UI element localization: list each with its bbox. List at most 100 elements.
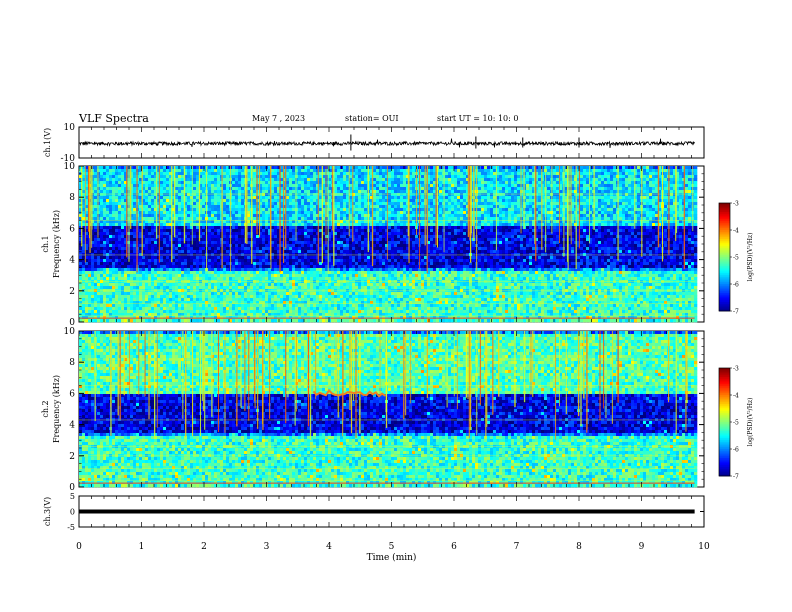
spectrogram-cell bbox=[646, 190, 649, 193]
spectrogram-cell bbox=[445, 202, 448, 205]
spectrogram-cell bbox=[223, 169, 226, 172]
spectrogram-cell bbox=[430, 202, 433, 205]
spectrogram-cell bbox=[343, 208, 346, 211]
spectrogram-cell bbox=[631, 208, 634, 211]
spectrogram-cell bbox=[457, 208, 460, 211]
spectrogram-cell bbox=[178, 181, 181, 184]
spectrogram-cell bbox=[214, 181, 217, 184]
spectrogram-cell bbox=[304, 196, 307, 199]
spectrogram-cell bbox=[397, 187, 400, 190]
spectrogram-cell bbox=[295, 187, 298, 190]
spectrogram-cell bbox=[109, 196, 112, 199]
spectrogram-cell bbox=[688, 208, 691, 211]
spectrogram-cell bbox=[505, 169, 508, 172]
spectrogram-cell bbox=[241, 181, 244, 184]
spectrogram-cell bbox=[295, 202, 298, 205]
spectrogram-cell bbox=[208, 175, 211, 178]
spectrogram-cell bbox=[439, 196, 442, 199]
spectrogram-cell bbox=[358, 205, 361, 208]
spectrogram-cell bbox=[298, 169, 301, 172]
spectrogram-cell bbox=[241, 187, 244, 190]
spectrogram-cell bbox=[316, 193, 319, 196]
spectrogram-cell bbox=[649, 196, 652, 199]
spectrogram-cell bbox=[553, 181, 556, 184]
spectrogram-cell bbox=[262, 169, 265, 172]
spectrogram-cell bbox=[439, 205, 442, 208]
spectrogram-cell bbox=[271, 208, 274, 211]
spectrogram-cell bbox=[556, 199, 559, 202]
spectrogram-cell bbox=[178, 166, 181, 169]
spectrogram-cell bbox=[274, 184, 277, 187]
spectrogram-cell bbox=[598, 166, 601, 169]
spectrogram-cell bbox=[652, 199, 655, 202]
spectrogram-cell bbox=[499, 172, 502, 175]
spectrogram-cell bbox=[493, 175, 496, 178]
spectrogram-cell bbox=[487, 190, 490, 193]
spectrogram-cell bbox=[196, 196, 199, 199]
spectrogram-cell bbox=[379, 193, 382, 196]
spectrogram-cell bbox=[604, 172, 607, 175]
spectrogram-cell bbox=[610, 178, 613, 181]
spectrogram-cell bbox=[583, 181, 586, 184]
spectrogram-cell bbox=[274, 202, 277, 205]
spectrogram-cell bbox=[460, 199, 463, 202]
spectrogram-cell bbox=[481, 199, 484, 202]
spectrogram-cell bbox=[289, 202, 292, 205]
spectrogram-cell bbox=[160, 190, 163, 193]
spectrogram-cell bbox=[97, 205, 100, 208]
spectrogram-cell bbox=[430, 196, 433, 199]
spectrogram-cell bbox=[526, 208, 529, 211]
spectrogram-cell bbox=[580, 193, 583, 196]
spectrogram-cell bbox=[286, 196, 289, 199]
spectrogram-cell bbox=[391, 184, 394, 187]
spectrogram-cell bbox=[187, 208, 190, 211]
spectrogram-cell bbox=[340, 181, 343, 184]
spectrogram-cell bbox=[271, 172, 274, 175]
spectrogram-cell bbox=[343, 175, 346, 178]
spectrogram-cell bbox=[94, 181, 97, 184]
spectrogram-cell bbox=[316, 196, 319, 199]
spectrogram-cell bbox=[688, 181, 691, 184]
spectrogram-cell bbox=[145, 205, 148, 208]
spectrogram-cell bbox=[304, 178, 307, 181]
spectrogram-cell bbox=[595, 190, 598, 193]
spectrogram-cell bbox=[316, 187, 319, 190]
spectrogram-cell bbox=[232, 172, 235, 175]
spectrogram-cell bbox=[301, 199, 304, 202]
spectrogram-cell bbox=[253, 187, 256, 190]
spectrogram-cell bbox=[421, 184, 424, 187]
spectrogram-cell bbox=[358, 172, 361, 175]
spectrogram-cell bbox=[652, 205, 655, 208]
spectrogram-cell bbox=[373, 205, 376, 208]
spectrogram-cell bbox=[643, 175, 646, 178]
spectrogram-cell bbox=[355, 169, 358, 172]
spectrogram-cell bbox=[385, 196, 388, 199]
spectrogram-cell bbox=[421, 208, 424, 211]
spectrogram-cell bbox=[274, 205, 277, 208]
spectrogram-cell bbox=[100, 196, 103, 199]
spectrogram-cell bbox=[457, 175, 460, 178]
spectrogram-cell bbox=[445, 190, 448, 193]
spectrogram-cell bbox=[400, 178, 403, 181]
spectrogram-cell bbox=[445, 193, 448, 196]
spectrogram-cell bbox=[508, 196, 511, 199]
spectrogram-cell bbox=[460, 169, 463, 172]
spectrogram-cell bbox=[364, 205, 367, 208]
spectrogram-cell bbox=[487, 202, 490, 205]
spectrogram-cell bbox=[112, 202, 115, 205]
spectrogram-cell bbox=[295, 169, 298, 172]
spectrogram-cell bbox=[163, 184, 166, 187]
spectrogram-cell bbox=[394, 178, 397, 181]
spectrogram-cell bbox=[430, 169, 433, 172]
spectrogram-cell bbox=[679, 175, 682, 178]
spectrogram-cell bbox=[391, 190, 394, 193]
spectrogram-cell bbox=[343, 190, 346, 193]
spectrogram-cell bbox=[298, 172, 301, 175]
spectrogram-cell bbox=[622, 181, 625, 184]
spectrogram-cell bbox=[586, 199, 589, 202]
spectrogram-cell bbox=[313, 172, 316, 175]
spectrogram-cell bbox=[517, 181, 520, 184]
spectrogram-cell bbox=[97, 175, 100, 178]
spectrogram-cell bbox=[595, 184, 598, 187]
spectrogram-cell bbox=[688, 187, 691, 190]
